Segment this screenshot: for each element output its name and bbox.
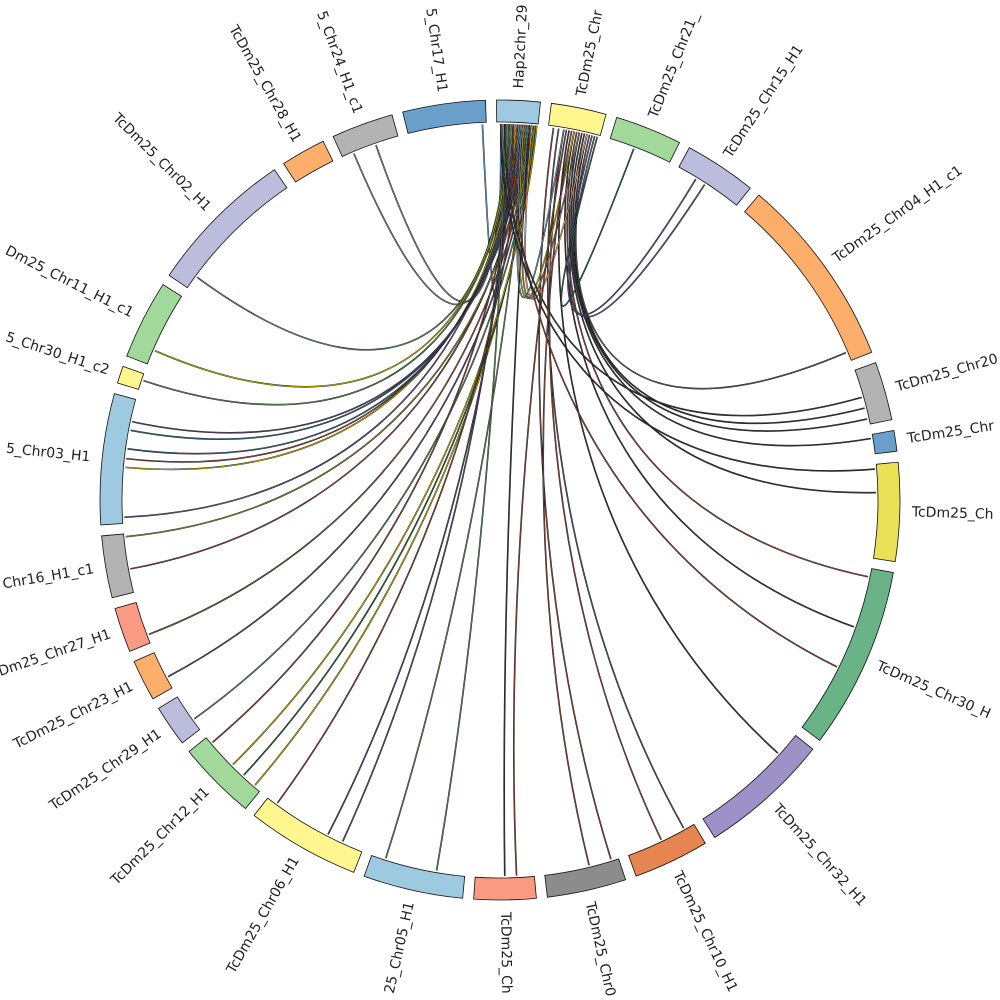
- link-ribbon: [512, 124, 838, 668]
- chromosome-segment: [168, 169, 288, 289]
- chromosome-label: 5_Chr17_H1: [422, 7, 450, 93]
- chromosome-label: TcDm25_Chr: [573, 8, 606, 98]
- chromosome-label: 25_Chr05_H1: [382, 900, 418, 995]
- chromosome-segment: [544, 858, 627, 898]
- links-layer: [124, 123, 876, 876]
- link-ribbon: [569, 135, 706, 318]
- chromosome-segment: [678, 147, 751, 206]
- chromosome-segment: [801, 568, 894, 742]
- link-ribbon: [570, 132, 872, 447]
- link-ribbon: [538, 127, 612, 860]
- chromosome-label: TcDm25_Ch: [911, 504, 994, 522]
- chromosome-segment: [873, 461, 901, 563]
- link-ribbon: [500, 123, 875, 472]
- link-ribbon: [276, 124, 523, 804]
- chromosome-segment: [548, 102, 607, 137]
- chromosome-label: TcDm25_Chr06_H1: [223, 854, 303, 977]
- chromosome-label: 5_Chr30_H1_c2: [4, 329, 112, 378]
- chromosome-label: TcDm25_Chr12_H1: [107, 784, 213, 889]
- chromosome-label: TcDm25_Chr30_H: [873, 658, 993, 722]
- chromosome-segment: [253, 797, 363, 873]
- link-ribbon: [573, 134, 865, 425]
- chromosome-segment: [101, 533, 134, 599]
- link-ribbon: [435, 124, 506, 871]
- chromosome-label: TcDm25_Chr: [905, 418, 995, 447]
- chromosome-segment: [188, 737, 261, 810]
- chromosome-label: TcDm25_Chr15_H1: [720, 42, 807, 162]
- chromosome-label: TcDm25_Chr23_H1: [10, 679, 136, 753]
- link-ribbon: [548, 129, 662, 841]
- link-ribbon: [196, 124, 508, 351]
- link-ribbon: [341, 124, 510, 842]
- link-ribbon: [518, 124, 575, 299]
- link-ribbon: [385, 124, 527, 859]
- chromosome-segment: [99, 393, 137, 526]
- chromosome-segment: [744, 194, 873, 361]
- chromosome-segment: [871, 430, 898, 455]
- chromosome-label: TcDm25_Chr20: [893, 351, 1000, 395]
- link-ribbon: [504, 124, 862, 417]
- chromosome-segment: [702, 734, 814, 839]
- chromosome-label: TcDm25_Chr21_: [645, 9, 702, 121]
- link-ribbon: [243, 125, 537, 776]
- link-ribbon: [567, 135, 697, 316]
- chromosome-segment: [854, 362, 893, 425]
- link-ribbon: [154, 124, 510, 388]
- chromosome-label: TcDm25_Chr28_H1: [225, 22, 304, 145]
- chromosome-segment: [609, 116, 681, 163]
- chromosome-label: Dm25_Chr27_H1: [0, 626, 113, 679]
- link-ribbon: [211, 124, 519, 743]
- chromosome-label: Chr16_H1_c1: [2, 561, 96, 592]
- chromosome-segment: [126, 283, 183, 365]
- chromosome-label: TcDm25_Chr04_H1_c1: [829, 163, 965, 267]
- link-ribbon: [232, 125, 538, 766]
- chromosome-segment: [496, 99, 541, 125]
- chromosome-label: 5_Chr24_H1_c1: [313, 9, 365, 116]
- chromosome-segment: [363, 855, 466, 899]
- link-ribbon: [516, 124, 565, 298]
- link-ribbon: [560, 136, 635, 307]
- chromosome-segment: [473, 875, 537, 901]
- chromosome-label: TcDm25_Chr29_H1: [46, 726, 165, 814]
- chromosome-label: Hap2chr_29: [511, 4, 531, 89]
- chromosome-segment: [332, 114, 399, 158]
- chromosome-label: TcDm25_Chr0: [582, 899, 619, 998]
- link-ribbon: [564, 131, 855, 628]
- link-ribbon: [513, 129, 568, 876]
- chromosome-label: Dm25_Chr11_H1_c1: [3, 243, 136, 321]
- labels-layer: Hap2chr_29 TcDm25_Chr TcDm25_Chr21_ TcDm25_…: [0, 4, 1000, 998]
- chromosome-label: TcDm25_Ch: [497, 911, 514, 994]
- chromosome-segment: [114, 602, 151, 652]
- link-ribbon: [572, 133, 868, 432]
- chromosome-segment: [158, 696, 201, 744]
- chromosome-segment: [628, 823, 706, 877]
- chromosome-label: TcDm25_Chr02_H1: [109, 110, 214, 215]
- segments-layer: [99, 99, 901, 901]
- link-ribbon: [542, 130, 590, 866]
- link-ribbon: [132, 124, 525, 434]
- chromosome-segment: [283, 140, 334, 183]
- chromosome-label: 5_Chr03_H1: [5, 441, 91, 466]
- link-ribbon: [566, 131, 869, 578]
- link-ribbon: [127, 124, 521, 455]
- chromosome-label: TcDm25_Chr32_H1: [769, 800, 870, 909]
- chromosome-segment: [402, 99, 487, 134]
- link-ribbon: [503, 125, 531, 876]
- link-ribbon: [524, 125, 588, 300]
- link-ribbon: [546, 128, 685, 829]
- chromosome-label: TcDm25_Chr10_H1: [669, 868, 740, 995]
- chromosome-segment: [117, 365, 145, 390]
- chromosome-segment: [133, 652, 173, 700]
